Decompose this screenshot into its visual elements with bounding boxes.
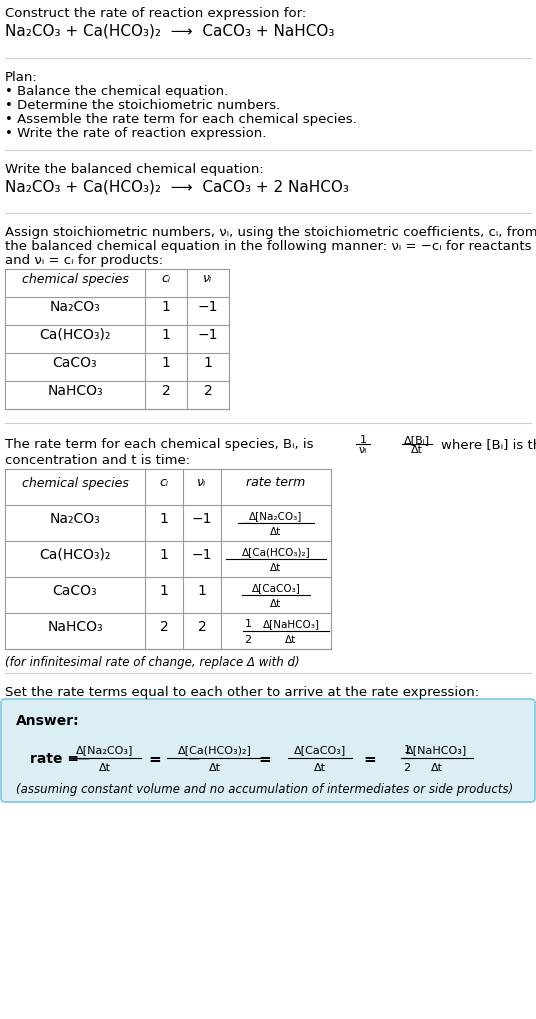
Text: CaCO₃: CaCO₃ xyxy=(53,584,98,597)
Text: Construct the rate of reaction expression for:: Construct the rate of reaction expressio… xyxy=(5,7,306,20)
Text: Δ[NaHCO₃]: Δ[NaHCO₃] xyxy=(263,619,319,629)
Text: 1: 1 xyxy=(404,744,411,754)
Text: Na₂CO₃: Na₂CO₃ xyxy=(50,512,100,526)
Text: 1: 1 xyxy=(198,584,206,597)
Text: Assign stoichiometric numbers, νᵢ, using the stoichiometric coefficients, cᵢ, fr: Assign stoichiometric numbers, νᵢ, using… xyxy=(5,226,536,238)
Bar xyxy=(5,470,331,649)
Text: Δ[CaCO₃]: Δ[CaCO₃] xyxy=(294,744,346,754)
Text: =: = xyxy=(363,751,376,765)
Text: Ca(HCO₃)₂: Ca(HCO₃)₂ xyxy=(39,328,111,341)
Text: Write the balanced chemical equation:: Write the balanced chemical equation: xyxy=(5,163,264,176)
Text: νᵢ: νᵢ xyxy=(203,272,213,285)
Text: −1: −1 xyxy=(192,547,212,561)
Text: Answer:: Answer: xyxy=(16,713,80,728)
Text: NaHCO₃: NaHCO₃ xyxy=(47,620,103,634)
Text: 1: 1 xyxy=(160,584,168,597)
Text: Δt: Δt xyxy=(270,562,281,573)
Text: • Balance the chemical equation.: • Balance the chemical equation. xyxy=(5,85,228,98)
Text: 2: 2 xyxy=(404,762,411,772)
Text: NaHCO₃: NaHCO₃ xyxy=(47,383,103,397)
Text: 2: 2 xyxy=(198,620,206,634)
Text: Δ[Na₂CO₃]: Δ[Na₂CO₃] xyxy=(76,744,133,754)
Text: −1: −1 xyxy=(192,512,212,526)
Text: and νᵢ = cᵢ for products:: and νᵢ = cᵢ for products: xyxy=(5,254,163,267)
Text: Na₂CO₃ + Ca(HCO₃)₂  ⟶  CaCO₃ + NaHCO₃: Na₂CO₃ + Ca(HCO₃)₂ ⟶ CaCO₃ + NaHCO₃ xyxy=(5,24,334,39)
Text: • Write the rate of reaction expression.: • Write the rate of reaction expression. xyxy=(5,127,266,140)
Text: νᵢ: νᵢ xyxy=(197,476,206,489)
Text: Δ[Bᵢ]: Δ[Bᵢ] xyxy=(404,434,430,444)
Text: 2: 2 xyxy=(204,383,212,397)
Text: Δt: Δt xyxy=(411,444,423,454)
Text: (for infinitesimal rate of change, replace Δ with d): (for infinitesimal rate of change, repla… xyxy=(5,655,300,668)
Text: Δt: Δt xyxy=(99,762,111,772)
Text: Δt: Δt xyxy=(270,598,281,608)
Text: Δ[Ca(HCO₃)₂]: Δ[Ca(HCO₃)₂] xyxy=(242,546,310,556)
Text: Set the rate terms equal to each other to arrive at the rate expression:: Set the rate terms equal to each other t… xyxy=(5,686,479,698)
Text: −1: −1 xyxy=(198,300,218,314)
Text: −: − xyxy=(76,749,90,767)
Text: Plan:: Plan: xyxy=(5,71,38,84)
Text: 1: 1 xyxy=(161,300,170,314)
Text: Δt: Δt xyxy=(431,762,443,772)
Text: Na₂CO₃ + Ca(HCO₃)₂  ⟶  CaCO₃ + 2 NaHCO₃: Na₂CO₃ + Ca(HCO₃)₂ ⟶ CaCO₃ + 2 NaHCO₃ xyxy=(5,178,349,194)
Text: • Determine the stoichiometric numbers.: • Determine the stoichiometric numbers. xyxy=(5,99,280,112)
Text: 2: 2 xyxy=(162,383,170,397)
Text: Δ[CaCO₃]: Δ[CaCO₃] xyxy=(251,583,301,592)
Text: 1: 1 xyxy=(160,547,168,561)
Text: −1: −1 xyxy=(198,328,218,341)
Text: νᵢ: νᵢ xyxy=(359,444,367,454)
Text: Ca(HCO₃)₂: Ca(HCO₃)₂ xyxy=(39,547,111,561)
Text: 1: 1 xyxy=(161,328,170,341)
Text: cᵢ: cᵢ xyxy=(159,476,168,489)
Text: cᵢ: cᵢ xyxy=(161,272,170,285)
Text: 1: 1 xyxy=(160,512,168,526)
Text: chemical species: chemical species xyxy=(21,476,129,489)
Text: Δt: Δt xyxy=(285,635,296,644)
Text: =: = xyxy=(259,751,271,765)
Text: (assuming constant volume and no accumulation of intermediates or side products): (assuming constant volume and no accumul… xyxy=(16,783,513,795)
Text: 2: 2 xyxy=(244,635,251,644)
Text: 1: 1 xyxy=(204,356,212,370)
Text: the balanced chemical equation in the following manner: νᵢ = −cᵢ for reactants: the balanced chemical equation in the fo… xyxy=(5,239,532,253)
Text: Na₂CO₃: Na₂CO₃ xyxy=(50,300,100,314)
Bar xyxy=(5,270,229,410)
Text: −: − xyxy=(240,552,252,567)
FancyBboxPatch shape xyxy=(1,699,535,802)
Text: Δt: Δt xyxy=(209,762,221,772)
Text: The rate term for each chemical species, Bᵢ, is: The rate term for each chemical species,… xyxy=(5,437,314,450)
Text: concentration and t is time:: concentration and t is time: xyxy=(5,453,190,467)
Text: −: − xyxy=(186,749,200,767)
Text: chemical species: chemical species xyxy=(21,272,129,285)
Text: • Assemble the rate term for each chemical species.: • Assemble the rate term for each chemic… xyxy=(5,113,357,126)
Text: Δ[NaHCO₃]: Δ[NaHCO₃] xyxy=(406,744,467,754)
Text: 2: 2 xyxy=(160,620,168,634)
Text: Δt: Δt xyxy=(314,762,326,772)
Text: Δ[Ca(HCO₃)₂]: Δ[Ca(HCO₃)₂] xyxy=(178,744,252,754)
Text: Δt: Δt xyxy=(270,527,281,536)
Text: CaCO₃: CaCO₃ xyxy=(53,356,98,370)
Text: rate =: rate = xyxy=(30,751,84,765)
Text: 1: 1 xyxy=(360,434,367,444)
Text: rate term: rate term xyxy=(247,476,306,489)
Text: where [Bᵢ] is the amount: where [Bᵢ] is the amount xyxy=(441,438,536,451)
Text: =: = xyxy=(148,751,161,765)
Text: −: − xyxy=(240,516,252,531)
Text: 1: 1 xyxy=(161,356,170,370)
Text: 1: 1 xyxy=(244,619,251,629)
Text: Δ[Na₂CO₃]: Δ[Na₂CO₃] xyxy=(249,511,303,521)
